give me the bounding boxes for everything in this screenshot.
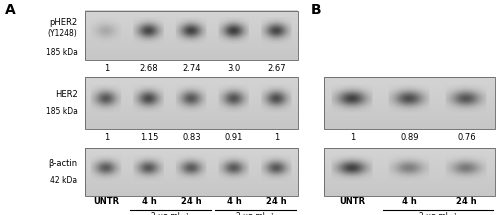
Text: UNTR: UNTR (93, 197, 120, 206)
Bar (85, 148, 298, 196)
Text: 2.67: 2.67 (268, 64, 286, 73)
Text: 1: 1 (104, 133, 109, 142)
Text: 42 kDa: 42 kDa (50, 176, 78, 185)
Bar (324, 148, 495, 196)
Text: β-actin: β-actin (48, 159, 78, 168)
Text: A: A (5, 3, 16, 17)
Text: 0.83: 0.83 (182, 133, 201, 142)
Text: 2.74: 2.74 (182, 64, 201, 73)
Text: 1: 1 (350, 133, 355, 142)
Text: 185 kDa: 185 kDa (46, 48, 78, 57)
Text: 1: 1 (274, 133, 280, 142)
Text: UNTR: UNTR (340, 197, 365, 206)
Text: 24 h: 24 h (456, 197, 477, 206)
Bar (85, 77, 298, 129)
Text: 24 h: 24 h (266, 197, 287, 206)
Text: 185 kDa: 185 kDa (46, 107, 78, 116)
Bar (324, 77, 495, 129)
Text: 2.68: 2.68 (140, 64, 158, 73)
Text: 1: 1 (104, 64, 109, 73)
Text: pHER2: pHER2 (50, 18, 78, 27)
Text: 4 h: 4 h (402, 197, 417, 206)
Text: 0.91: 0.91 (225, 133, 244, 142)
Text: 1.15: 1.15 (140, 133, 158, 142)
Text: 0.76: 0.76 (457, 133, 476, 142)
Text: 3.0: 3.0 (228, 64, 240, 73)
Text: B: B (311, 3, 322, 17)
Bar (85, 11, 298, 60)
Text: 2 µg mL⁻¹: 2 µg mL⁻¹ (152, 212, 189, 215)
Text: 2 µg mL⁻¹: 2 µg mL⁻¹ (419, 212, 457, 215)
Text: HER2: HER2 (55, 90, 78, 99)
Text: (Y1248): (Y1248) (48, 29, 78, 38)
Text: 4 h: 4 h (142, 197, 156, 206)
Text: 2 µg mL⁻¹: 2 µg mL⁻¹ (236, 212, 275, 215)
Text: 24 h: 24 h (181, 197, 202, 206)
Text: 4 h: 4 h (226, 197, 242, 206)
Text: 0.89: 0.89 (400, 133, 419, 142)
